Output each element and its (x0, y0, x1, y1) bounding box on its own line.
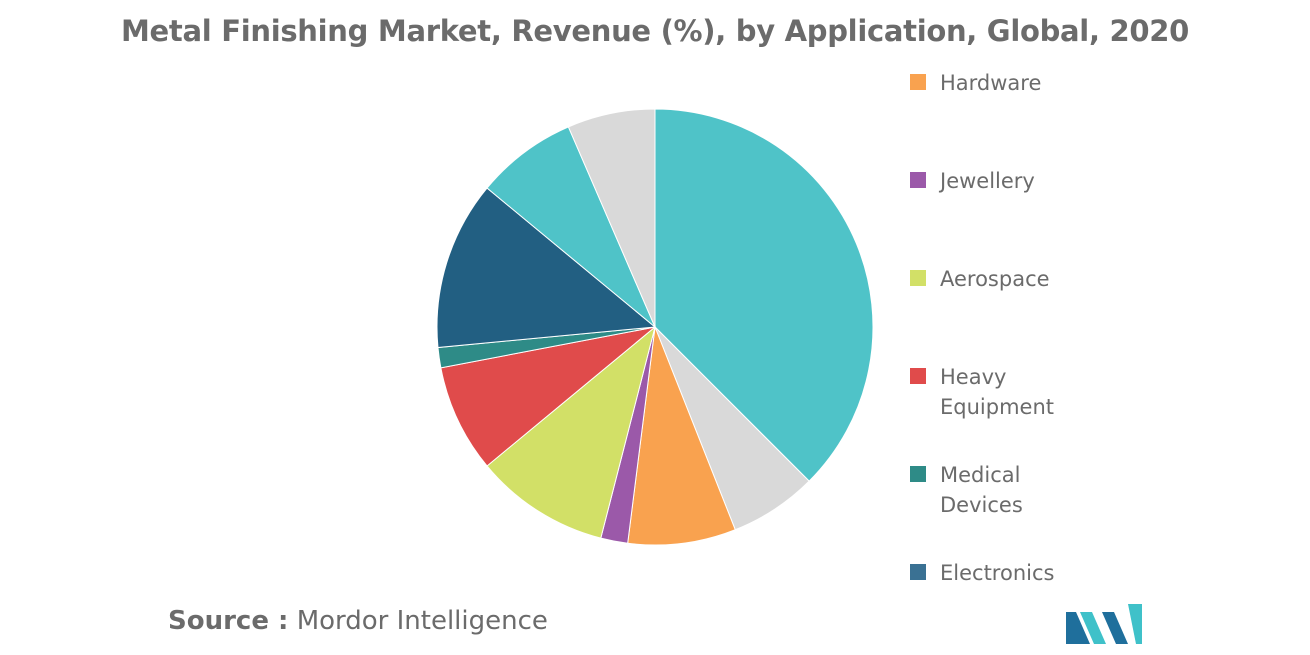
legend-swatch-electronics (910, 564, 926, 580)
pie-slice-heavy-equipment (440, 326, 656, 467)
legend-label-aerospace: Aerospace (940, 267, 1050, 291)
source-label: Source : (168, 606, 289, 636)
pie-slice-unlabeled-8 (486, 126, 656, 328)
legend-swatch-medical-devices (910, 466, 926, 482)
pie-slice-unlabeled-0 (654, 108, 874, 482)
legend-item-jewellery: Jewellery (910, 166, 1210, 196)
logo-shape-right-a (1102, 612, 1128, 644)
pie-slice-aerospace (486, 325, 656, 539)
legend-label-electronics: Electronics (940, 561, 1055, 585)
source-note: Source : Mordor Intelligence (168, 606, 548, 636)
source-value: Mordor Intelligence (296, 606, 548, 636)
pie-slice-hardware (627, 326, 736, 546)
legend-item-electronics: Electronics (910, 558, 1210, 588)
logo-shape-right-b (1128, 604, 1142, 644)
pie-slice-electronics (436, 187, 657, 349)
logo-shape-left (1066, 612, 1090, 644)
mordor-intelligence-logo (1066, 604, 1142, 644)
legend-label-medical-devices: Medical Devices (940, 463, 1023, 517)
legend-swatch-jewellery (910, 172, 926, 188)
legend-label-hardware: Hardware (940, 71, 1042, 95)
legend-item-medical-devices: Medical Devices (910, 460, 1210, 520)
logo-shape-mid (1080, 612, 1106, 644)
legend-item-hardware: Hardware (910, 68, 1210, 98)
legend-item-heavy-equipment: Heavy Equipment (910, 362, 1210, 422)
chart-title: Metal Finishing Market, Revenue (%), by … (121, 14, 1189, 48)
legend-swatch-hardware (910, 74, 926, 90)
legend-item-aerospace: Aerospace (910, 264, 1210, 294)
legend-swatch-aerospace (910, 270, 926, 286)
legend-label-heavy-equipment: Heavy Equipment (940, 365, 1054, 419)
legend-label-jewellery: Jewellery (940, 169, 1035, 193)
legend-swatch-heavy-equipment (910, 368, 926, 384)
pie-slice-unlabeled-9 (567, 108, 656, 328)
